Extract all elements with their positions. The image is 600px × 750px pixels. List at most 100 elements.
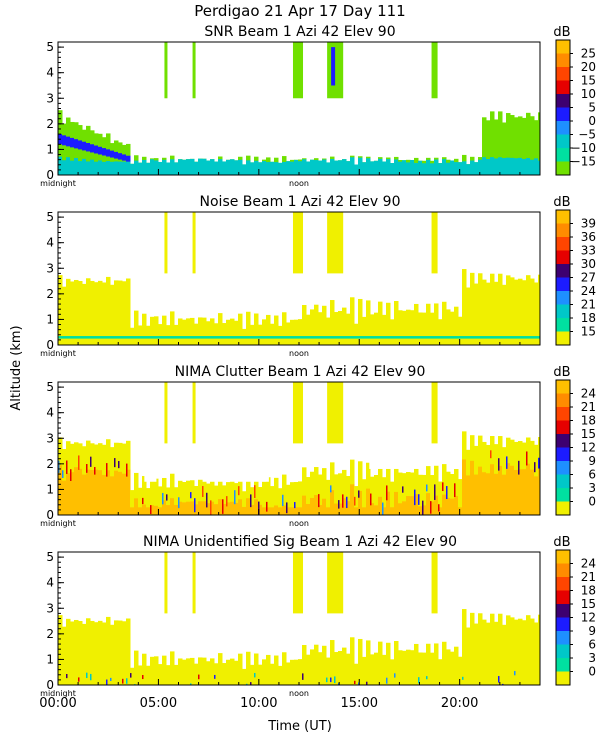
echo-cell <box>526 336 531 339</box>
echo-cell <box>426 493 431 515</box>
echo-cell <box>230 318 235 345</box>
data-layer <box>58 552 540 685</box>
echo-cell <box>422 474 427 515</box>
colorbar-tick-label: 39 <box>581 217 596 231</box>
echo-cell <box>78 468 83 515</box>
echo-cell <box>86 672 88 679</box>
no-data-gap <box>202 212 269 312</box>
echo-cell <box>374 336 379 339</box>
colorbar-swatch <box>556 447 570 462</box>
echo-cell <box>366 336 371 339</box>
echo-cell <box>102 161 107 175</box>
echo-cell <box>354 486 359 515</box>
colorbar-swatch <box>556 671 570 686</box>
echo-cell <box>242 336 247 339</box>
echo-cell <box>70 160 75 175</box>
echo-cell <box>242 491 247 515</box>
echo-cell <box>398 472 403 515</box>
echo-cell <box>178 480 183 515</box>
echo-cell <box>410 159 415 175</box>
echo-cell <box>414 336 419 339</box>
echo-cell <box>414 489 416 506</box>
echo-cell <box>218 653 223 685</box>
y-tick-label: 4 <box>46 576 54 590</box>
echo-cell <box>110 624 115 685</box>
echo-cell <box>130 490 135 515</box>
echo-cell <box>338 160 343 175</box>
noon-label: noon <box>289 519 309 528</box>
echo-cell <box>382 502 384 515</box>
echo-cell <box>178 159 183 175</box>
echo-cell <box>354 323 359 345</box>
colorbar-unit: dB <box>553 535 570 550</box>
echo-cell <box>122 154 127 161</box>
echo-cell <box>518 460 520 475</box>
echo-cell <box>430 501 432 514</box>
panel-4: NIMA Unidentified Sig Beam 1 Azi 42 Elev… <box>40 534 596 698</box>
echo-cell <box>454 495 459 515</box>
echo-cell <box>414 303 419 345</box>
echo-cell <box>386 485 388 501</box>
echo-cell <box>78 336 83 339</box>
colorbar-swatch <box>556 94 570 108</box>
echo-cell <box>214 663 219 685</box>
echo-cell <box>82 141 87 151</box>
echo-cell <box>330 490 335 515</box>
echo-cell <box>286 322 291 345</box>
echo-cell <box>94 467 96 475</box>
echo-cell <box>230 501 235 515</box>
colorbar-tick-label: 9 <box>588 454 596 468</box>
echo-cell <box>438 336 443 339</box>
echo-cell <box>442 494 447 515</box>
echo-cell <box>402 310 407 345</box>
echo-cell <box>78 140 83 150</box>
echo-cell <box>338 500 340 509</box>
echo-cell <box>158 486 163 515</box>
echo-cell <box>394 463 399 515</box>
echo-cell <box>358 638 363 685</box>
echo-cell <box>66 673 68 679</box>
echo-cell <box>94 469 99 515</box>
echo-cell <box>478 336 483 339</box>
echo-cell <box>430 652 435 685</box>
y-tick-label: 5 <box>46 40 54 54</box>
echo-cell <box>178 497 180 509</box>
echo-cell <box>258 487 263 515</box>
echo-cell <box>186 159 191 175</box>
echo-cell <box>202 657 207 685</box>
colorbar-swatch <box>556 393 570 408</box>
echo-cell <box>490 111 495 175</box>
echo-cell <box>394 159 399 175</box>
echo-cell <box>282 161 287 175</box>
echo-cell <box>86 161 91 175</box>
echo-cell <box>370 493 372 506</box>
echo-cell <box>290 659 295 685</box>
echo-cell <box>286 662 291 685</box>
echo-cell <box>474 474 479 515</box>
echo-cell <box>158 324 163 345</box>
echo-cell <box>530 278 535 345</box>
echo-cell <box>158 507 163 515</box>
echo-cell <box>510 157 515 175</box>
echo-cell <box>498 273 503 345</box>
echo-cell <box>526 615 531 685</box>
echo-cell <box>94 133 99 175</box>
echo-cell <box>226 659 231 685</box>
echo-cell <box>70 621 75 685</box>
echo-cell <box>374 652 379 685</box>
midnight-label: midnight <box>40 519 76 528</box>
colorbar-swatch <box>556 121 570 135</box>
echo-cell <box>330 336 335 339</box>
echo-cell <box>118 161 123 175</box>
echo-cell <box>442 641 447 685</box>
echo-cell <box>530 336 535 339</box>
echo-cell <box>134 310 139 345</box>
echo-cell <box>118 280 123 345</box>
echo-cell <box>82 336 87 339</box>
echo-cell <box>334 474 339 515</box>
echo-cell <box>198 501 203 515</box>
echo-cell <box>294 502 296 509</box>
echo-cell <box>350 157 355 175</box>
echo-cell <box>538 112 540 175</box>
echo-cell <box>230 336 235 339</box>
